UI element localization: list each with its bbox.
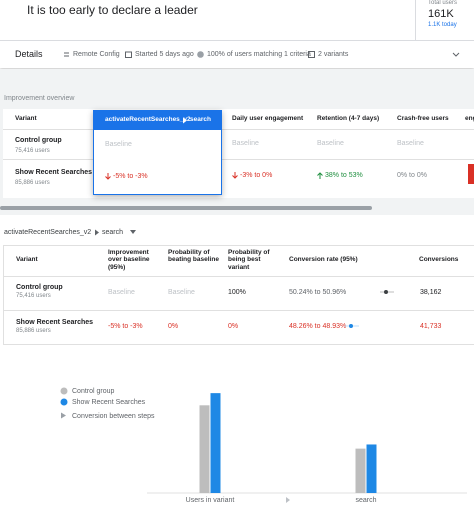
cell: 50.24% to 50.96% xyxy=(289,289,347,296)
detail-item: Started 5 days ago xyxy=(135,51,194,58)
variant-users: 75,416 users xyxy=(15,148,50,154)
down-arrow xyxy=(105,173,111,180)
cell: Baseline xyxy=(108,289,135,296)
table-card: Variant Improvement over baseline (95%) … xyxy=(3,245,474,345)
cell: Baseline xyxy=(105,141,132,148)
cell: 0% xyxy=(168,323,179,330)
variant-name: Show Recent Searches xyxy=(16,319,94,326)
section-title: Improvement overview xyxy=(4,95,75,102)
column-header: Improvement over baseline (95%) xyxy=(108,249,150,271)
column-header: search xyxy=(190,116,211,123)
table-card: Variant Daily user engagement Retention … xyxy=(3,109,474,198)
expand-icon[interactable] xyxy=(452,52,460,58)
column-header: eng xyxy=(465,115,474,122)
column-header: Variant xyxy=(16,256,38,263)
column-header: Conversion rate (95%) xyxy=(289,256,358,263)
variant-name: Control group xyxy=(15,137,62,144)
divider xyxy=(0,40,474,41)
cell: 41,733 xyxy=(420,323,442,330)
column-header: Crash-free users xyxy=(397,115,449,122)
column-header: Probability of being best variant xyxy=(228,249,270,271)
goal-section: activateRecentSearches_v2 search Variant… xyxy=(0,215,474,508)
detail-item: 100% of users matching 1 criteria xyxy=(207,51,311,58)
cell: 0% to 0% xyxy=(397,172,427,179)
icon xyxy=(308,51,315,58)
detail-item: Remote Config xyxy=(73,51,120,58)
variant-name: Show Recent Searches xyxy=(15,169,93,176)
edge-tag xyxy=(468,164,474,184)
cell: Baseline xyxy=(232,140,259,147)
interval-indicator xyxy=(345,324,359,328)
cell: 38% to 53% xyxy=(325,172,363,179)
icon xyxy=(64,52,69,57)
column-header: Retention (4-7 days) xyxy=(317,115,380,122)
variant-name: Control group xyxy=(16,284,63,291)
variant-users: 85,886 users xyxy=(15,180,50,186)
cell: -3% to 0% xyxy=(240,172,273,179)
details-title: Details xyxy=(15,49,43,59)
column-header: Probability of beating baseline xyxy=(168,249,219,264)
variant-users: 75,416 users xyxy=(16,293,51,299)
row-divider xyxy=(4,310,474,311)
status: It is too early to declare a leader xyxy=(27,3,198,17)
cell: 48.26% to 48.93% xyxy=(289,323,347,330)
detail-item: 2 variants xyxy=(318,51,349,58)
cell: -5% to -3% xyxy=(108,323,143,330)
row-divider xyxy=(3,129,474,130)
row-divider xyxy=(3,159,474,160)
up-arrow xyxy=(317,172,323,179)
overview-section: Improvement overview Variant Daily user … xyxy=(0,69,474,215)
divider xyxy=(415,0,416,40)
cell: Baseline xyxy=(168,289,195,296)
icon xyxy=(125,51,132,58)
step-arrow xyxy=(183,117,187,124)
scrollbar[interactable] xyxy=(0,206,372,210)
column-header: activateRecentSearches_v2 xyxy=(105,116,191,123)
column-header: Daily user engagement xyxy=(232,115,304,122)
column-header-bg xyxy=(94,111,221,130)
total-users-label: Total users xyxy=(428,0,458,6)
icon xyxy=(197,51,204,58)
summary-card: It is too early to declare a leader Tota… xyxy=(0,0,474,68)
total-users: 161K xyxy=(428,8,454,20)
cell: Baseline xyxy=(397,140,424,147)
step-arrow xyxy=(95,229,99,236)
cell: 100% xyxy=(228,289,246,296)
dropdown-icon[interactable] xyxy=(130,230,136,235)
variant-users: 85,886 users xyxy=(16,328,51,334)
cell: 38,162 xyxy=(420,289,442,296)
goal-step[interactable]: search xyxy=(102,229,124,236)
today-users: 1.1K today xyxy=(428,22,457,28)
cell: Baseline xyxy=(317,140,344,147)
row-divider xyxy=(4,276,474,277)
column-header: Variant xyxy=(15,115,37,122)
selected-column[interactable]: activateRecentSearches_v2 search Baselin… xyxy=(93,110,222,195)
goal-title[interactable]: activateRecentSearches_v2 xyxy=(4,229,92,236)
cell: 0% xyxy=(228,323,239,330)
down-arrow xyxy=(232,172,238,179)
column-header: Conversions xyxy=(419,256,459,263)
interval-indicator xyxy=(380,290,394,294)
cell: -5% to -3% xyxy=(113,173,148,180)
